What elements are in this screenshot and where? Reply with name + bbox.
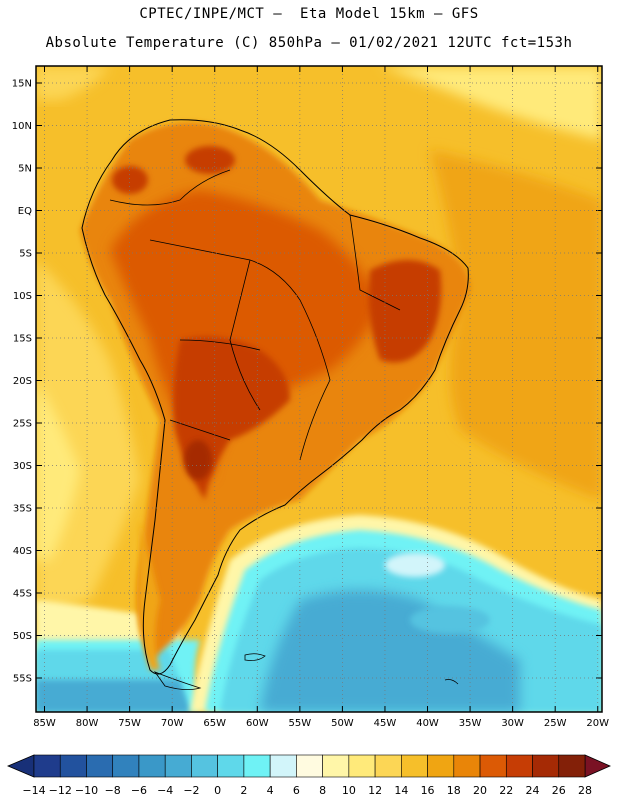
temperature-field: [36, 66, 602, 712]
colorbar-label: −14: [22, 784, 45, 797]
colorbar-swatch: [505, 754, 533, 778]
colorbar-label: 20: [473, 784, 487, 797]
colorbar-swatch: [191, 754, 218, 778]
lat-label: 35S: [13, 504, 32, 515]
colorbar-label: −2: [183, 784, 199, 797]
lon-label: 60W: [246, 718, 269, 729]
colorbar-swatch: [138, 754, 166, 778]
colorbar-swatch: [164, 754, 192, 778]
colorbar-label: 0: [214, 784, 221, 797]
title-line-1: CPTEC/INPE/MCT – Eta Model 15km – GFS: [139, 6, 479, 22]
colorbar-label: 6: [293, 784, 300, 797]
lat-label: 55S: [13, 674, 32, 685]
lon-label: 55W: [289, 718, 312, 729]
colorbar-label: 14: [394, 784, 408, 797]
colorbar-label: 22: [499, 784, 513, 797]
latitude-labels: 15N 10N 5N EQ 5S 10S 15S 20S 25S 30S 35S 40S 45S 50S 5…: [12, 79, 32, 685]
colorbar-swatch: [348, 754, 376, 778]
colorbar-swatch: [243, 754, 271, 778]
colorbar: −14 −12 −10 −8 −6 −4 −2 0 2 4 6 8 10 12 14 16 18 20 22 24 26…: [6, 754, 611, 797]
colorbar-label: 8: [319, 784, 326, 797]
lat-label: 20S: [13, 376, 32, 387]
colorbar-label: 24: [526, 784, 540, 797]
lat-label: 5N: [18, 164, 32, 175]
lon-label: 40W: [416, 718, 439, 729]
colorbar-swatch: [427, 754, 455, 778]
lon-label: 30W: [501, 718, 524, 729]
colorbar-swatch: [401, 754, 428, 778]
colorbar-low-arrow: [6, 754, 35, 778]
lon-label: 35W: [459, 718, 482, 729]
colorbar-swatch: [453, 754, 481, 778]
longitude-labels: 85W 80W 75W 70W 65W 60W 55W 50W 45W 40W 35W 30W 25W 2…: [33, 718, 609, 729]
colorbar-label: −8: [105, 784, 121, 797]
country-borders: [109, 169, 401, 461]
lon-label: 45W: [374, 718, 397, 729]
colorbar-swatch: [558, 754, 586, 778]
colorbar-label: 10: [342, 784, 356, 797]
lon-label: 85W: [33, 718, 56, 729]
lon-label: 65W: [203, 718, 226, 729]
colorbar-swatch: [479, 754, 507, 778]
lat-label: 40S: [13, 546, 32, 557]
lon-label: 70W: [161, 718, 184, 729]
lat-label: 15S: [13, 334, 32, 345]
lat-label: 30S: [13, 461, 32, 472]
colorbar-swatch: [532, 754, 560, 778]
lat-label: 10S: [13, 291, 32, 302]
colorbar-swatch: [269, 754, 297, 778]
colorbar-label: 28: [578, 784, 592, 797]
lat-label: 45S: [13, 589, 32, 600]
colorbar-high-arrow: [584, 754, 611, 778]
colorbar-swatch: [322, 754, 350, 778]
colorbar-swatch: [112, 754, 140, 778]
map-frame: [35, 65, 603, 713]
lat-label: EQ: [18, 206, 32, 217]
colorbar-label: 16: [421, 784, 435, 797]
lat-label: 15N: [12, 79, 32, 90]
colorbar-swatch: [86, 754, 114, 778]
lon-label: 75W: [118, 718, 141, 729]
colorbar-label: 26: [552, 784, 566, 797]
lat-label: 25S: [13, 419, 32, 430]
lon-label: 50W: [331, 718, 354, 729]
lon-label: 80W: [76, 718, 99, 729]
lat-label: 50S: [13, 631, 32, 642]
colorbar-swatch: [374, 754, 402, 778]
continent-outline: [81, 119, 469, 675]
lon-label: 25W: [544, 718, 567, 729]
colorbar-swatch: [296, 754, 323, 778]
colorbar-label: −4: [157, 784, 173, 797]
colorbar-swatch: [33, 754, 61, 778]
colorbar-label: 4: [267, 784, 274, 797]
lat-label: 5S: [19, 249, 32, 260]
colorbar-label: 18: [447, 784, 461, 797]
colorbar-label: 2: [240, 784, 247, 797]
title-line-2: Absolute Temperature (C) 850hPa – 01/02/…: [45, 35, 573, 51]
colorbar-label: −12: [49, 784, 72, 797]
colorbar-label: 12: [368, 784, 382, 797]
lat-label: 10N: [12, 121, 32, 132]
colorbar-swatch: [59, 754, 87, 778]
colorbar-label: −10: [75, 784, 98, 797]
colorbar-label: −6: [131, 784, 147, 797]
lon-label: 20W: [586, 718, 609, 729]
colorbar-swatch: [217, 754, 245, 778]
lat-lon-grid: [36, 66, 602, 712]
